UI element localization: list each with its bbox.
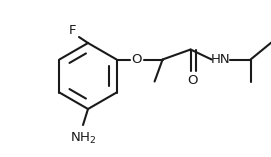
Text: NH$_2$: NH$_2$: [70, 130, 96, 146]
Text: O: O: [131, 53, 142, 66]
Text: F: F: [68, 24, 76, 38]
Text: O: O: [187, 74, 198, 87]
Text: HN: HN: [211, 53, 230, 66]
